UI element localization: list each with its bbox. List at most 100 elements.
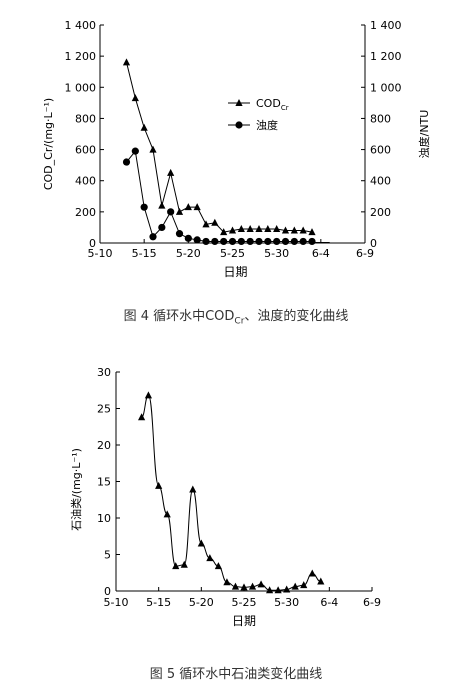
- cod-point: [273, 224, 281, 232]
- turbidity-point: [308, 237, 316, 246]
- petroleum-point: [266, 586, 274, 594]
- y-right-tick-label: 1 000: [370, 81, 402, 94]
- cod-point: [158, 201, 166, 209]
- y-right-tick-label: 200: [370, 206, 391, 219]
- turbidity-point: [228, 237, 237, 246]
- cod-series-line: [126, 62, 313, 233]
- petroleum-point: [155, 481, 163, 489]
- y-tick-label: 5: [104, 549, 111, 562]
- y-right-axis-title: 浊度/NTU: [417, 110, 431, 159]
- y-tick-label: 15: [97, 476, 111, 489]
- figure-5-caption: 图 5 循环水中石油类变化曲线: [149, 667, 323, 682]
- petroleum-point: [214, 562, 222, 570]
- x-tick-label: 5-30: [264, 247, 289, 260]
- turbidity-point: [122, 158, 131, 166]
- turbidity-point: [184, 234, 192, 242]
- y-left-tick-label: 0: [89, 237, 96, 250]
- legend-cod-subscript: Cr: [281, 104, 289, 112]
- petroleum-point: [291, 582, 299, 590]
- y-right-tick-label: 600: [370, 144, 391, 157]
- petroleum-point: [283, 585, 291, 593]
- turbidity-point: [211, 237, 219, 246]
- petroleum-point: [274, 586, 282, 594]
- turbidity-point: [246, 237, 254, 246]
- x-tick-label: 5-15: [132, 247, 157, 260]
- y-left-tick-label: 200: [75, 206, 96, 219]
- cod-point: [149, 145, 157, 153]
- cod-point: [281, 226, 290, 234]
- petroleum-point: [172, 562, 180, 570]
- cod-point: [175, 207, 184, 215]
- y-tick-label: 0: [104, 585, 111, 598]
- x-tick-label: 5-15: [146, 596, 171, 609]
- petroleum-point: [308, 569, 316, 577]
- turbidity-point: [290, 237, 298, 246]
- x-tick-label: 5-20: [176, 247, 201, 260]
- turbidity-point: [167, 208, 175, 216]
- x-tick-label: 5-10: [104, 596, 129, 609]
- x-axis-title: 日期: [232, 614, 256, 628]
- y-left-tick-label: 1 000: [65, 81, 97, 94]
- turbidity-point: [149, 233, 157, 241]
- turbidity-point: [140, 203, 148, 211]
- turbidity-series-line: [126, 149, 312, 242]
- y-left-tick-label: 600: [75, 144, 96, 157]
- legend-cod-label: CODCr: [256, 97, 289, 112]
- y-axis-title: 石油类/(mg·L⁻¹): [69, 448, 83, 531]
- cod-point: [246, 224, 254, 232]
- turbidity-point: [220, 237, 228, 246]
- cod-point: [202, 220, 210, 228]
- x-tick-label: 6-9: [356, 247, 374, 260]
- x-tick-label: 5-30: [274, 596, 299, 609]
- cod-point: [290, 226, 298, 234]
- y-right-tick-label: 1 400: [370, 19, 402, 32]
- y-right-tick-label: 1 200: [370, 50, 402, 63]
- y-left-tick-label: 800: [75, 112, 96, 125]
- x-tick-label: 5-25: [220, 247, 245, 260]
- y-left-axis-title: COD_Cr/(mg·L⁻¹): [42, 98, 55, 190]
- x-tick-label: 6-9: [363, 596, 381, 609]
- turbidity-point: [299, 237, 307, 246]
- turbidity-point: [193, 236, 201, 244]
- petroleum-point: [163, 510, 171, 518]
- cod-turbidity-chart: 0 200 400 600 800 1 000 1 200 1 400 0 200 400 600 80…: [42, 19, 431, 279]
- turbidity-point: [264, 237, 272, 246]
- turbidity-point: [175, 230, 184, 238]
- y-right-tick-label: 0: [370, 237, 377, 250]
- figure-4-caption-suffix: 、浊度的变化曲线: [244, 309, 349, 324]
- turbidity-point: [202, 237, 210, 246]
- cod-point: [299, 226, 307, 234]
- y-right-tick-label: 800: [370, 112, 391, 125]
- cod-point: [193, 203, 201, 211]
- turbidity-point: [237, 237, 245, 246]
- petroleum-series-line: [141, 394, 321, 591]
- cod-point: [220, 228, 228, 236]
- y-tick-label: 10: [97, 512, 111, 525]
- y-tick-label: 25: [97, 403, 111, 416]
- cod-point: [237, 224, 245, 232]
- turbidity-point: [158, 223, 166, 232]
- petroleum-point: [231, 582, 240, 590]
- cod-point: [264, 224, 272, 232]
- y-left-tick-label: 1 200: [65, 50, 97, 63]
- cod-point: [228, 226, 237, 234]
- y-right-tick-label: 400: [370, 175, 391, 188]
- turbidity-point: [131, 147, 139, 155]
- cod-point: [122, 58, 131, 66]
- x-tick-label: 5-20: [189, 596, 214, 609]
- turbidity-point: [273, 237, 281, 246]
- cod-point: [131, 94, 139, 102]
- petroleum-point: [144, 391, 153, 399]
- petroleum-point: [180, 560, 188, 568]
- cod-point: [211, 218, 219, 226]
- legend-turbidity-label: 浊度: [256, 118, 278, 132]
- cod-point: [140, 123, 148, 131]
- petroleum-point: [223, 578, 231, 586]
- petroleum-point: [248, 582, 257, 590]
- turbidity-point: [255, 237, 263, 246]
- y-tick-label: 20: [97, 439, 111, 452]
- figure-4-caption: 图 4 循环水中CODCr、浊度的变化曲线: [0, 305, 472, 327]
- x-tick-label: 5-10: [88, 247, 113, 260]
- petroleum-point: [138, 413, 146, 421]
